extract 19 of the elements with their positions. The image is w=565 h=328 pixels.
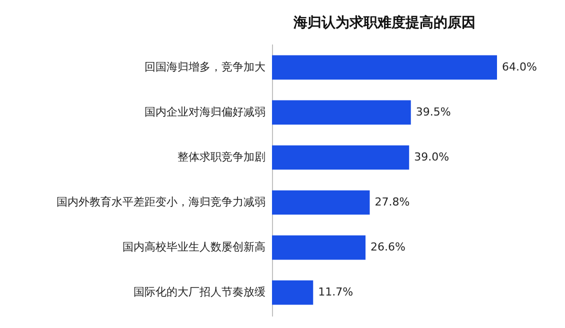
bar xyxy=(272,145,410,170)
data-label: 27.8% xyxy=(374,196,410,209)
bar xyxy=(272,55,497,80)
bar xyxy=(272,190,370,215)
data-label: 64.0% xyxy=(502,60,537,74)
y-tick-label: 国内外教育水平差距变小，海归竞争力减弱 xyxy=(56,196,266,209)
y-tick-label: 整体求职竞争加剧 xyxy=(178,150,266,164)
bar xyxy=(272,100,411,125)
bar xyxy=(272,280,314,305)
data-label: 39.5% xyxy=(416,105,451,118)
data-label: 11.7% xyxy=(318,286,354,299)
y-tick-label: 国内高校毕业生人数屡创新高 xyxy=(122,240,266,254)
chart-title: 海归认为求职难度提高的原因 xyxy=(292,14,476,31)
y-tick-label: 国内企业对海归偏好减弱 xyxy=(144,105,266,118)
y-tick-label: 回国海归增多，竞争加大 xyxy=(144,60,266,74)
y-tick-label: 国际化的大厂招人节奏放缓 xyxy=(134,286,266,299)
data-label: 26.6% xyxy=(370,240,406,254)
bar xyxy=(272,235,366,260)
data-label: 39.0% xyxy=(414,150,450,164)
